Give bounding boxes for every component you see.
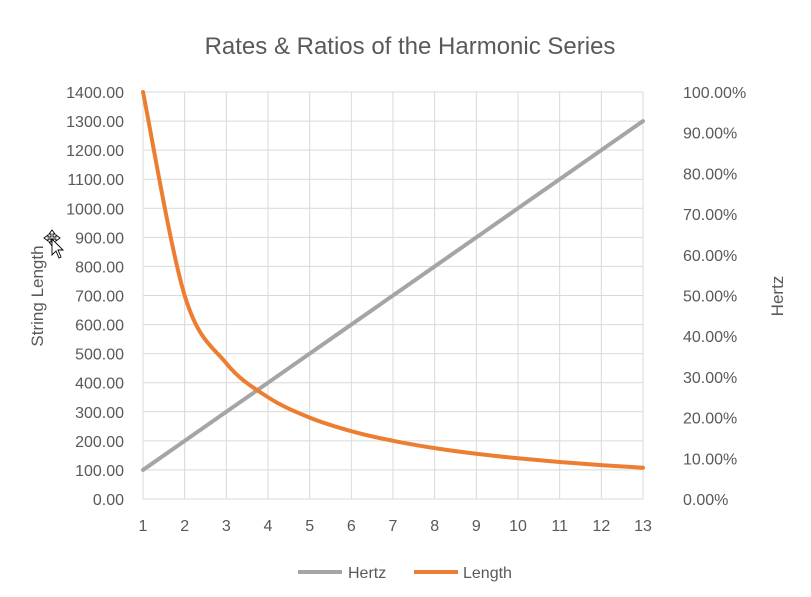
left-tick-label: 300.00 <box>75 405 124 422</box>
x-tick-label: 5 <box>305 518 314 535</box>
series-line-length <box>141 90 645 470</box>
left-tick-label: 200.00 <box>75 434 124 451</box>
left-tick-label: 100.00 <box>75 463 124 480</box>
x-tick-label: 8 <box>430 518 439 535</box>
right-tick-label: 30.00% <box>683 370 737 387</box>
left-tick-label: 700.00 <box>75 289 124 306</box>
left-axis-title: String Length <box>28 245 47 346</box>
left-tick-label: 1100.00 <box>67 172 124 189</box>
x-tick-label: 1 <box>139 518 148 535</box>
legend: Hertz Length <box>298 565 512 582</box>
x-tick-label: 11 <box>551 518 568 535</box>
series-lines <box>141 90 645 472</box>
left-tick-label: 1400.00 <box>66 85 124 102</box>
chart-title: Rates & Ratios of the Harmonic Series <box>205 33 616 60</box>
right-tick-label: 100.00% <box>683 85 746 102</box>
x-tick-label: 9 <box>472 518 481 535</box>
legend-label-length: Length <box>463 565 512 582</box>
x-tick-label: 6 <box>347 518 356 535</box>
x-tick-label: 12 <box>592 518 610 535</box>
right-tick-label: 50.00% <box>683 289 737 306</box>
left-tick-label: 900.00 <box>75 230 124 247</box>
right-axis-ticks: 0.00% 10.00% 20.00% 30.00% 40.00% 50.00% 60.00… <box>683 85 746 509</box>
series-line-hertz <box>141 119 645 472</box>
right-tick-label: 10.00% <box>683 451 737 468</box>
move-cursor-icon <box>43 229 65 259</box>
gridlines <box>142 91 644 500</box>
x-axis-ticks: 1 2 3 4 5 6 7 8 9 10 11 12 13 <box>139 518 652 535</box>
left-axis-ticks: 0.00 100.00 200.00 300.00 400.00 500.00 600.00… <box>66 85 124 509</box>
right-tick-label: 60.00% <box>683 248 737 265</box>
left-tick-label: 1200.00 <box>66 143 124 160</box>
x-tick-label: 10 <box>509 518 527 535</box>
left-tick-label: 500.00 <box>75 347 124 364</box>
x-tick-label: 13 <box>634 518 652 535</box>
legend-label-hertz: Hertz <box>348 565 386 582</box>
x-tick-label: 3 <box>222 518 231 535</box>
right-axis-title: Hertz <box>768 276 787 317</box>
right-tick-label: 70.00% <box>683 207 737 224</box>
left-tick-label: 400.00 <box>75 376 124 393</box>
x-tick-label: 4 <box>264 518 273 535</box>
left-tick-label: 800.00 <box>75 259 124 276</box>
left-tick-label: 1300.00 <box>66 114 124 131</box>
right-tick-label: 90.00% <box>683 126 737 143</box>
right-tick-label: 0.00% <box>683 492 728 509</box>
right-tick-label: 20.00% <box>683 411 737 428</box>
left-tick-label: 0.00 <box>93 492 124 509</box>
left-tick-label: 600.00 <box>75 318 124 335</box>
right-tick-label: 80.00% <box>683 166 737 183</box>
left-tick-label: 1000.00 <box>66 201 124 218</box>
right-tick-label: 40.00% <box>683 329 737 346</box>
x-tick-label: 7 <box>389 518 398 535</box>
x-tick-label: 2 <box>180 518 189 535</box>
